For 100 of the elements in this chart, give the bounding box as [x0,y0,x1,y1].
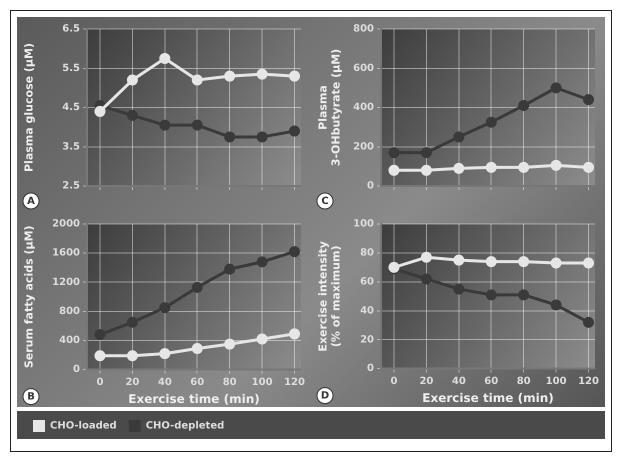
point [256,131,268,142]
point [420,252,432,263]
point [420,147,432,158]
y-tick-label: 200 [353,141,374,152]
x-axis-title: Exercise time (min) [422,390,554,405]
x-tick-label: 60 [190,377,204,388]
y-tick-label: 3.5 [62,141,80,152]
y-axis-title: Plasma glucose (μM) [22,42,36,172]
point [486,116,497,128]
point [256,256,268,268]
point [159,302,170,314]
point [388,147,400,158]
point [453,284,464,295]
y-tick-label: 600 [353,62,374,74]
point [388,164,400,176]
legend-label: CHO-loaded [50,420,117,432]
x-tick-label: 0 [96,377,104,388]
x-axis-title: Exercise time (min) [128,392,260,406]
point [192,74,203,86]
y-tick-label: 400 [59,335,80,346]
y-tick-label: 5.5 [62,62,80,74]
x-tick-label: 40 [452,376,466,388]
point [289,328,300,340]
text: C [321,196,329,208]
point [518,162,530,173]
point [550,258,562,269]
y-tick-label: 2.5 [62,180,80,192]
x-tick-label: 100 [546,376,567,388]
x-tick-label: 80 [222,377,237,388]
point [518,289,530,300]
point [192,342,203,354]
point [126,110,138,121]
point [453,162,464,174]
y-tick-label: 800 [353,24,374,35]
y-tick-label: 2000 [52,218,80,230]
y-tick-label: 400 [353,102,374,114]
point [289,246,300,258]
point [550,299,562,310]
y-tick-label: 4.5 [62,102,80,114]
point [159,52,170,64]
point [486,162,497,173]
y-axis-title: Plasma 3-OHbutyrate (μM) [316,48,343,166]
point [583,258,594,269]
y-tick-label: 0 [367,363,374,374]
point [224,131,236,142]
x-tick-label: 60 [484,376,498,388]
x-tick-label: 80 [516,376,531,388]
point [159,348,170,360]
point [192,120,203,131]
point [518,256,530,268]
point [256,68,268,80]
point [126,74,138,86]
y-tick-label: 0 [367,180,374,192]
point [550,160,562,171]
point [94,329,106,340]
x-tick-label: 40 [158,377,172,388]
point [583,316,594,328]
point [289,70,300,82]
y-tick-label: 6.5 [62,24,80,35]
x-tick-label: 120 [578,376,599,388]
point [583,162,594,173]
text: D [320,390,330,402]
y-tick-label: 1200 [52,276,80,288]
y-axis-title: Exercise intensity (% of maximum) [316,241,343,352]
x-tick-label: 20 [419,376,434,388]
y-tick-label: 40 [360,305,374,316]
y-tick-label: 20 [360,334,374,346]
point [94,106,106,117]
x-tick-label: 120 [284,377,305,388]
point [224,264,236,275]
y-tick-label: 800 [59,306,80,317]
point [550,82,562,94]
y-tick-label: 0 [73,364,80,376]
point [224,338,236,350]
point [256,334,268,345]
point [583,94,594,106]
point [420,164,432,176]
y-tick-label: 100 [353,218,374,230]
point [224,70,236,82]
point [518,100,530,112]
point [453,131,464,142]
y-axis-title: Serum fatty acids (μM) [22,225,36,368]
point [289,126,300,137]
y-tick-label: 1600 [52,248,80,259]
text: B [27,392,35,403]
y-tick-label: 80 [360,248,374,259]
text: A [27,196,36,208]
point [486,256,497,268]
point [159,120,170,131]
y-tick-label: 60 [360,276,374,288]
point [486,289,497,300]
point [94,350,106,362]
x-tick-label: 100 [252,377,273,388]
point [453,254,464,266]
point [126,316,138,328]
point [126,350,138,362]
legend-label: CHO-depleted [146,420,224,432]
point [192,282,203,293]
point [420,273,432,284]
x-tick-label: 20 [125,377,140,388]
